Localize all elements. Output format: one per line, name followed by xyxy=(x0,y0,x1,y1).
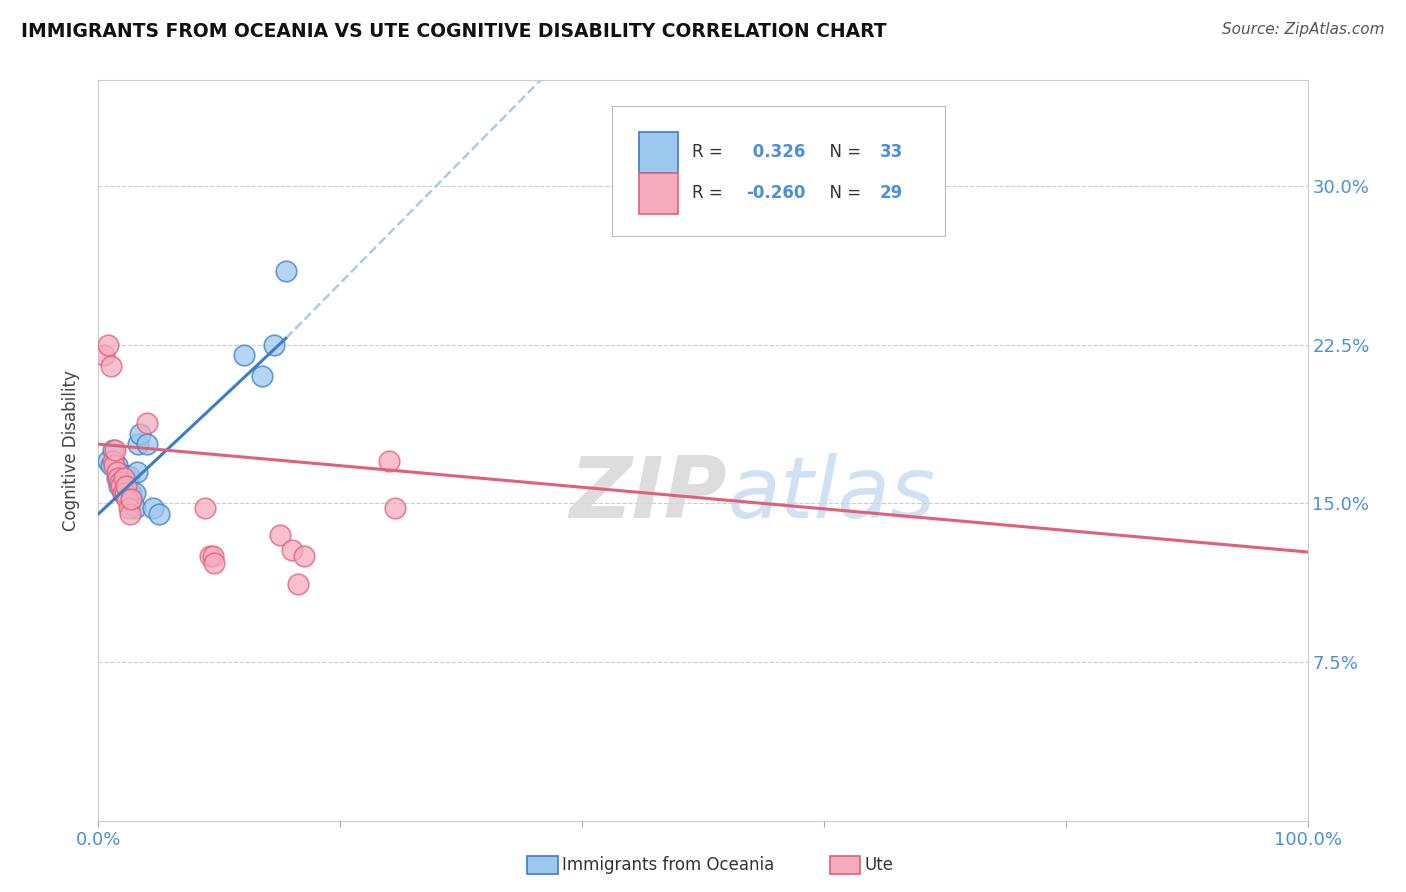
Point xyxy=(107,471,129,485)
Y-axis label: Cognitive Disability: Cognitive Disability xyxy=(62,370,80,531)
Point xyxy=(115,479,138,493)
Point xyxy=(117,485,139,500)
Point xyxy=(118,507,141,521)
Point xyxy=(124,500,146,515)
Point xyxy=(110,471,132,485)
Point xyxy=(127,437,149,451)
Point xyxy=(121,492,143,507)
Point xyxy=(108,479,131,493)
Point xyxy=(101,443,124,458)
Point xyxy=(114,485,136,500)
Text: 0.326: 0.326 xyxy=(747,144,804,161)
FancyBboxPatch shape xyxy=(613,106,945,235)
Point xyxy=(108,475,131,490)
Point xyxy=(128,426,150,441)
Point xyxy=(204,556,226,570)
Bar xyxy=(638,132,678,173)
Point xyxy=(250,369,273,384)
Point xyxy=(107,465,129,479)
Point xyxy=(198,549,221,564)
Point xyxy=(287,576,309,591)
Point xyxy=(118,500,141,515)
Point xyxy=(105,471,128,485)
Point xyxy=(105,458,128,473)
Point xyxy=(194,500,217,515)
Point xyxy=(120,492,142,507)
Point xyxy=(292,549,315,564)
Point xyxy=(117,492,139,507)
Point xyxy=(274,263,297,277)
Point xyxy=(232,348,254,362)
Point xyxy=(111,479,134,493)
Point xyxy=(97,454,120,468)
Point xyxy=(111,485,134,500)
Point xyxy=(142,500,165,515)
Point xyxy=(120,485,142,500)
Point xyxy=(114,479,136,493)
Text: -0.260: -0.260 xyxy=(747,184,806,202)
Point xyxy=(97,337,120,351)
Text: 29: 29 xyxy=(880,184,903,202)
Text: 33: 33 xyxy=(880,144,903,161)
Point xyxy=(101,454,124,468)
Point xyxy=(100,458,122,473)
Text: Immigrants from Oceania: Immigrants from Oceania xyxy=(562,856,775,874)
Point xyxy=(93,348,115,362)
Text: IMMIGRANTS FROM OCEANIA VS UTE COGNITIVE DISABILITY CORRELATION CHART: IMMIGRANTS FROM OCEANIA VS UTE COGNITIVE… xyxy=(21,22,887,41)
Text: R =: R = xyxy=(692,144,728,161)
Point xyxy=(104,443,127,458)
Point xyxy=(100,359,122,373)
Point xyxy=(281,542,304,557)
Text: R =: R = xyxy=(692,184,728,202)
Point xyxy=(377,454,399,468)
Point xyxy=(148,507,170,521)
Point xyxy=(135,416,157,430)
Text: Source: ZipAtlas.com: Source: ZipAtlas.com xyxy=(1222,22,1385,37)
Point xyxy=(110,479,132,493)
Point xyxy=(105,465,128,479)
Point xyxy=(124,485,146,500)
Point xyxy=(108,475,131,490)
Point xyxy=(269,528,291,542)
Point xyxy=(115,468,138,483)
Point xyxy=(111,485,134,500)
Point xyxy=(112,471,135,485)
Point xyxy=(127,465,149,479)
Bar xyxy=(638,173,678,213)
Point xyxy=(118,485,141,500)
Point xyxy=(202,549,225,564)
Text: ZIP: ZIP xyxy=(569,453,727,536)
Point xyxy=(114,485,136,500)
Text: atlas: atlas xyxy=(727,453,935,536)
Text: N =: N = xyxy=(820,184,866,202)
Point xyxy=(135,437,157,451)
Point xyxy=(263,337,285,351)
Point xyxy=(118,468,141,483)
Text: Ute: Ute xyxy=(865,856,894,874)
Text: N =: N = xyxy=(820,144,866,161)
Point xyxy=(112,475,135,490)
Point xyxy=(117,475,139,490)
Point xyxy=(384,500,406,515)
Point xyxy=(103,458,125,473)
